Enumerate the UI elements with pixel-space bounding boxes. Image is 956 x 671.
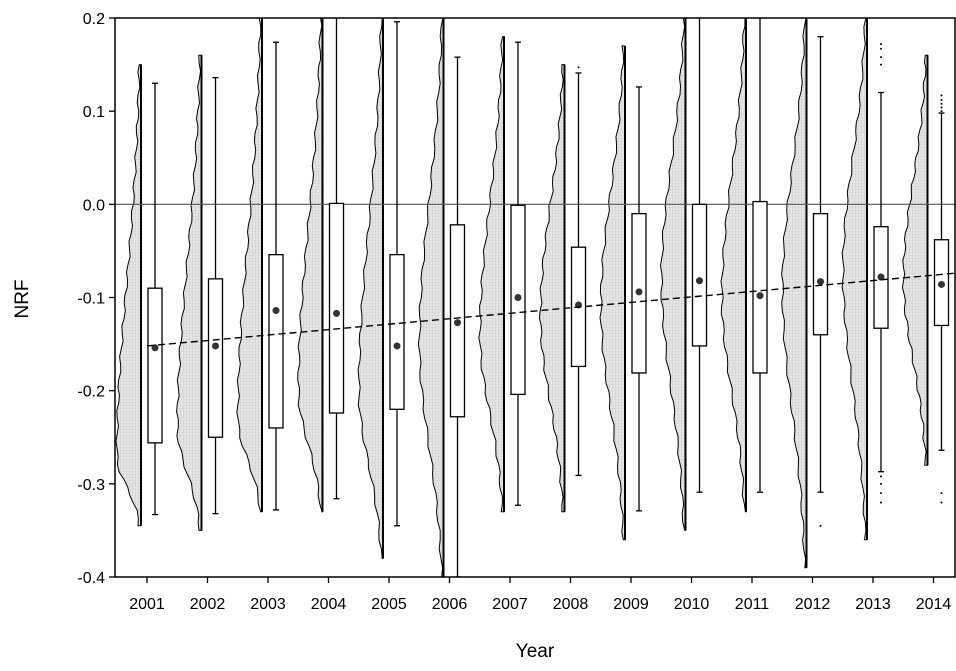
- mean-dot-2010: [696, 277, 703, 285]
- density-layer: [115, 18, 929, 577]
- x-tick-label-2011: 2011: [735, 596, 770, 613]
- y-tick-label-3: -0.1: [77, 291, 105, 308]
- mean-dot-2004: [333, 309, 340, 317]
- mean-dot-2012: [817, 278, 824, 286]
- plot-area: [115, 18, 955, 577]
- x-axis: 2001 2002 2003 2004 2005 2006 2007 2008 2009 2010…: [129, 577, 951, 613]
- box-2005: [389, 21, 405, 527]
- outlier-2013-7: [880, 501, 882, 504]
- outlier-2014-2: [940, 102, 943, 105]
- outlier-2014-6: [940, 501, 943, 504]
- box-iqr-2005: [389, 253, 405, 410]
- density-2013: [841, 18, 868, 541]
- x-tick-label-2012: 2012: [795, 596, 831, 613]
- outlier-2014-1: [940, 106, 943, 109]
- x-tick-label-2004: 2004: [311, 596, 347, 613]
- outlier-2013-0: [880, 63, 882, 66]
- y-axis-title: NRF: [12, 279, 33, 318]
- box-iqr-2003: [268, 253, 284, 429]
- y-tick-label-1: 0.1: [83, 104, 105, 121]
- mean-dot-2003: [272, 307, 280, 315]
- outlier-2013-4: [880, 475, 882, 478]
- density-2003: [236, 18, 263, 513]
- mean-dot-2013: [877, 273, 885, 281]
- x-tick-label-2013: 2013: [855, 596, 891, 613]
- outlier-2014-0: [940, 110, 943, 113]
- x-tick-label-2003: 2003: [250, 596, 286, 613]
- box-2007: [510, 41, 526, 506]
- box-2014: [933, 94, 950, 504]
- y-tick-label-4: -0.2: [77, 384, 105, 401]
- box-2001: [147, 82, 163, 516]
- outlier-2013-3: [880, 43, 882, 46]
- outlier-2012-0: [819, 524, 822, 527]
- outlier-2013-1: [880, 56, 882, 59]
- box-layer: [147, 18, 950, 577]
- outlier-2008-0: [577, 66, 580, 69]
- density-2014: [901, 54, 928, 466]
- outlier-2013-6: [880, 492, 882, 495]
- x-tick-label-2006: 2006: [432, 596, 468, 613]
- y-tick-label-6: -0.4: [77, 570, 105, 587]
- density-2012: [781, 18, 807, 569]
- density-2011: [720, 18, 747, 513]
- box-iqr-2012: [812, 212, 829, 336]
- outlier-2014-5: [940, 492, 943, 495]
- outlier-2013-5: [880, 482, 882, 485]
- x-tick-label-2005: 2005: [371, 596, 407, 613]
- box-2011: [752, 18, 768, 493]
- outlier-2014-3: [940, 98, 943, 101]
- plot-frame: [114, 17, 956, 578]
- x-tick-label-2010: 2010: [674, 596, 710, 613]
- box-2012: [812, 35, 829, 527]
- x-tick-label-2008: 2008: [553, 596, 589, 613]
- trend-line: [146, 272, 955, 347]
- mean-dot-2009: [635, 288, 643, 296]
- box-iqr-2011: [752, 200, 768, 374]
- density-2007: [478, 36, 505, 513]
- mean-dot-2014: [938, 280, 945, 288]
- box-iqr-2001: [147, 287, 163, 444]
- box-2013: [873, 43, 889, 504]
- box-iqr-2002: [207, 278, 224, 438]
- mean-dot-2007: [514, 294, 522, 301]
- x-tick-label-2002: 2002: [190, 596, 226, 613]
- mean-dot-2002: [212, 342, 219, 350]
- outlier-2013-2: [880, 47, 882, 50]
- density-2004: [297, 18, 323, 513]
- density-2006: [417, 18, 444, 577]
- box-iqr-2004: [328, 202, 345, 414]
- box-2002: [207, 76, 224, 515]
- box-2009: [631, 86, 647, 512]
- box-2004: [328, 18, 345, 500]
- y-axis: 0.2 0.1 0.0 -0.1 -0.2 -0.3 -0.4: [77, 11, 115, 587]
- x-tick-label-2014: 2014: [916, 596, 952, 613]
- box-2003: [268, 41, 284, 511]
- density-2005: [357, 18, 384, 559]
- density-2010: [659, 18, 686, 531]
- mean-dot-2011: [756, 292, 764, 300]
- box-2008: [570, 66, 587, 477]
- density-2001: [115, 64, 142, 527]
- density-2002: [176, 54, 202, 531]
- y-tick-label-2: 0.0: [83, 197, 105, 214]
- y-tick-label-0: 0.2: [83, 11, 105, 28]
- x-axis-title: Year: [516, 641, 555, 662]
- density-2008: [538, 64, 565, 513]
- x-tick-label-2009: 2009: [613, 596, 649, 613]
- box-2010: [691, 18, 708, 493]
- density-2009: [599, 45, 626, 541]
- box-2006: [449, 56, 466, 577]
- y-tick-label-5: -0.3: [77, 477, 105, 494]
- outlier-2014-4: [940, 94, 943, 97]
- box-iqr-2010: [691, 203, 708, 347]
- mean-dot-2006: [454, 319, 461, 327]
- mean-dot-2005: [393, 342, 401, 350]
- x-tick-label-2007: 2007: [492, 596, 528, 613]
- x-tick-label-2001: 2001: [129, 596, 165, 613]
